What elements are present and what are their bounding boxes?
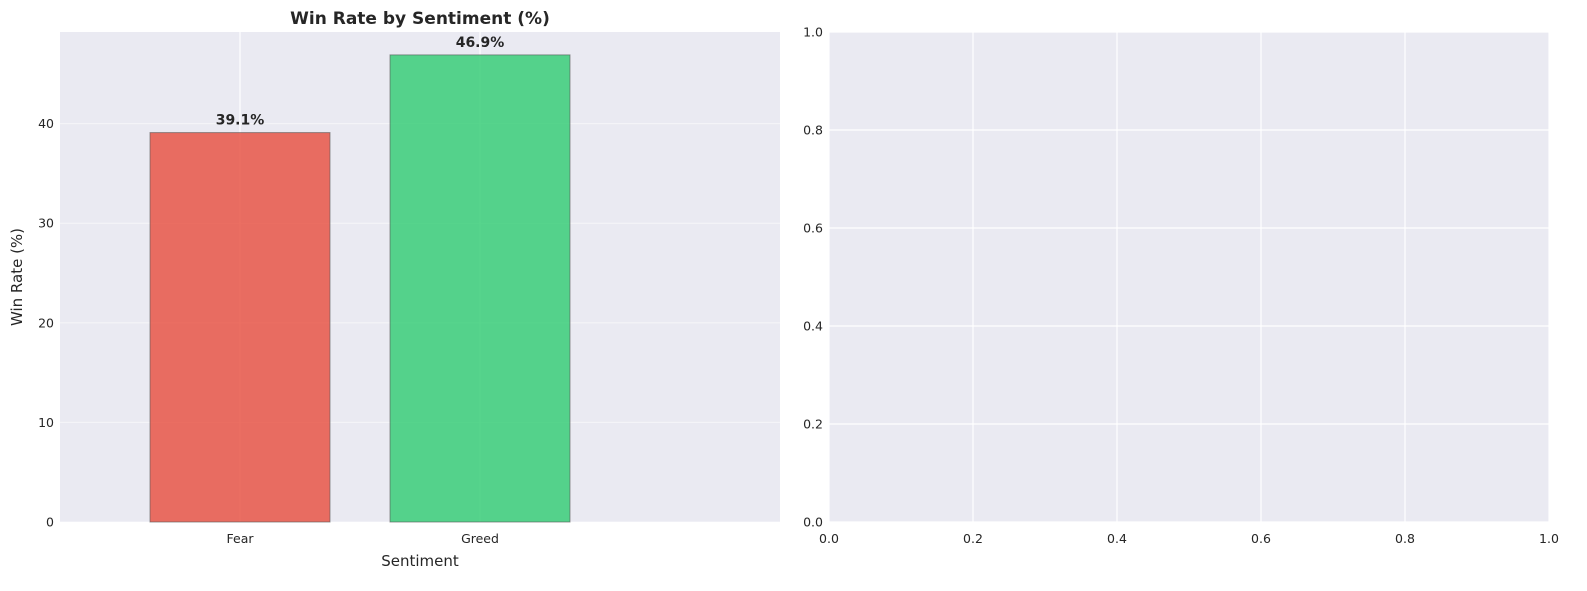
bar-data-label: 39.1% [216, 113, 265, 129]
bar-y-tick-label: 30 [38, 216, 54, 231]
empty-y-tick-label: 0.6 [803, 221, 823, 236]
empty-x-tick-label: 1.0 [1539, 531, 1559, 546]
bar-fear [149, 132, 331, 523]
y-axis-label: Win Rate (%) [8, 228, 26, 326]
empty-y-tick-label: 0.8 [803, 123, 823, 138]
bar-y-tick-label: 20 [38, 315, 54, 330]
bar-x-tick-labels: Fear Greed [227, 531, 499, 546]
empty-x-tick-label: 0.8 [1395, 531, 1415, 546]
x-axis-label: Sentiment [381, 552, 459, 570]
empty-plot-area [829, 32, 1549, 522]
empty-y-tick-labels: 0.0 0.2 0.4 0.6 0.8 1.0 [803, 25, 823, 530]
empty-x-tick-label: 0.2 [963, 531, 983, 546]
bar-y-tick-label: 10 [38, 415, 54, 430]
empty-x-tick-labels: 0.0 0.2 0.4 0.6 0.8 1.0 [819, 531, 1559, 546]
empty-x-tick-label: 0.6 [1251, 531, 1271, 546]
empty-x-tick-label: 0.0 [819, 531, 839, 546]
bar-greed [389, 54, 571, 523]
empty-y-tick-label: 0.0 [803, 515, 823, 530]
bar-x-tick-label: Fear [227, 531, 255, 546]
bar-y-tick-label: 40 [38, 116, 54, 131]
bar-chart-subplot: 0 10 20 30 40 Fear Greed 39.1% 46.9% Win Rate … [8, 9, 780, 570]
empty-gridlines [828, 31, 1550, 523]
empty-y-tick-label: 1.0 [803, 25, 823, 40]
bar-y-tick-labels: 0 10 20 30 40 [38, 116, 54, 529]
empty-y-tick-label: 0.4 [803, 319, 823, 334]
bar-data-label: 46.9% [456, 35, 505, 51]
empty-axes-subplot: 0.0 0.2 0.4 0.6 0.8 1.0 0.0 0.2 0.4 0.6 0.8 1.0 [803, 25, 1559, 547]
bar-data-labels: 39.1% 46.9% [216, 35, 505, 129]
empty-x-tick-label: 0.4 [1107, 531, 1127, 546]
bar-y-tick-label: 0 [46, 515, 54, 530]
bar-x-tick-label: Greed [461, 531, 499, 546]
empty-y-tick-label: 0.2 [803, 417, 823, 432]
chart-title: Win Rate by Sentiment (%) [290, 9, 550, 29]
bar-series [149, 54, 571, 523]
